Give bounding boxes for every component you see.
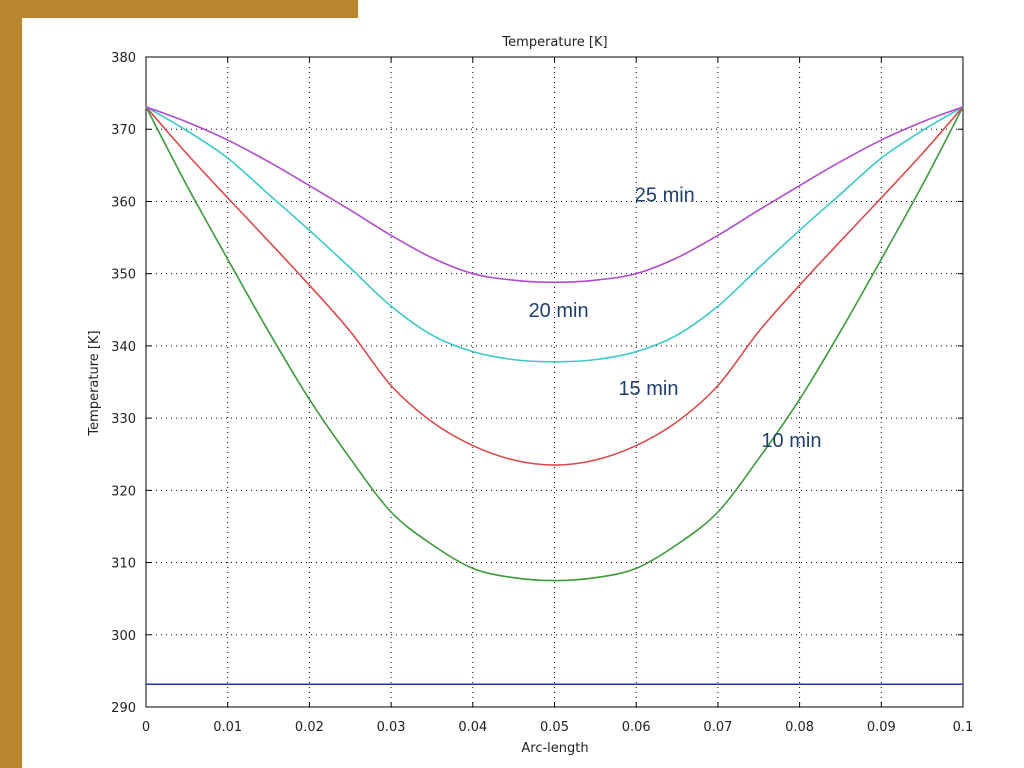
annotation-layer: 25 min 20 min 15 min 10 min <box>529 184 822 452</box>
y-tick-label: 330 <box>111 412 136 427</box>
series-label-15-min: 15 min <box>618 378 678 400</box>
y-tick-label: 350 <box>111 268 136 283</box>
y-tick-label: 300 <box>111 629 136 644</box>
top-accent-bar <box>0 0 358 18</box>
y-tick-label: 360 <box>111 195 136 210</box>
x-tick-label: 0 <box>142 720 150 735</box>
series-label-10-min: 10 min <box>761 430 821 452</box>
series-layer <box>145 106 964 686</box>
x-tick-label: 0.01 <box>213 720 242 735</box>
chart-title: Temperature [K] <box>501 35 607 50</box>
x-tick-label: 0.02 <box>295 720 324 735</box>
y-tick-label: 310 <box>111 557 136 572</box>
y-tick-label: 370 <box>111 123 136 138</box>
axis-ticks: 0 0.01 0.02 0.03 0.04 0.05 0.06 0.07 0.08 0.09 0.1… <box>111 51 973 735</box>
series-label-20-min: 20 min <box>529 300 589 322</box>
series-label-25-min: 25 min <box>635 184 695 206</box>
y-axis-title: Temperature [K] <box>87 330 102 436</box>
y-tick-label: 380 <box>111 51 136 66</box>
y-tick-label: 340 <box>111 340 136 355</box>
series-line-20-min <box>145 106 964 363</box>
grid-lines <box>146 57 963 707</box>
x-axis-title: Arc-length <box>521 741 588 756</box>
x-tick-label: 0.1 <box>953 720 974 735</box>
series-line-15-min <box>145 106 964 466</box>
y-tick-label: 290 <box>111 701 136 716</box>
series-line-25-min <box>145 106 964 284</box>
x-tick-label: 0.03 <box>377 720 406 735</box>
x-tick-label: 0.06 <box>622 720 651 735</box>
x-tick-label: 0.09 <box>867 720 896 735</box>
x-tick-label: 0.08 <box>785 720 814 735</box>
x-tick-label: 0.05 <box>540 720 569 735</box>
x-tick-label: 0.04 <box>458 720 487 735</box>
x-tick-label: 0.07 <box>703 720 732 735</box>
y-tick-label: 320 <box>111 484 136 499</box>
left-accent-bar <box>0 0 22 768</box>
series-line-10-min <box>145 106 964 582</box>
